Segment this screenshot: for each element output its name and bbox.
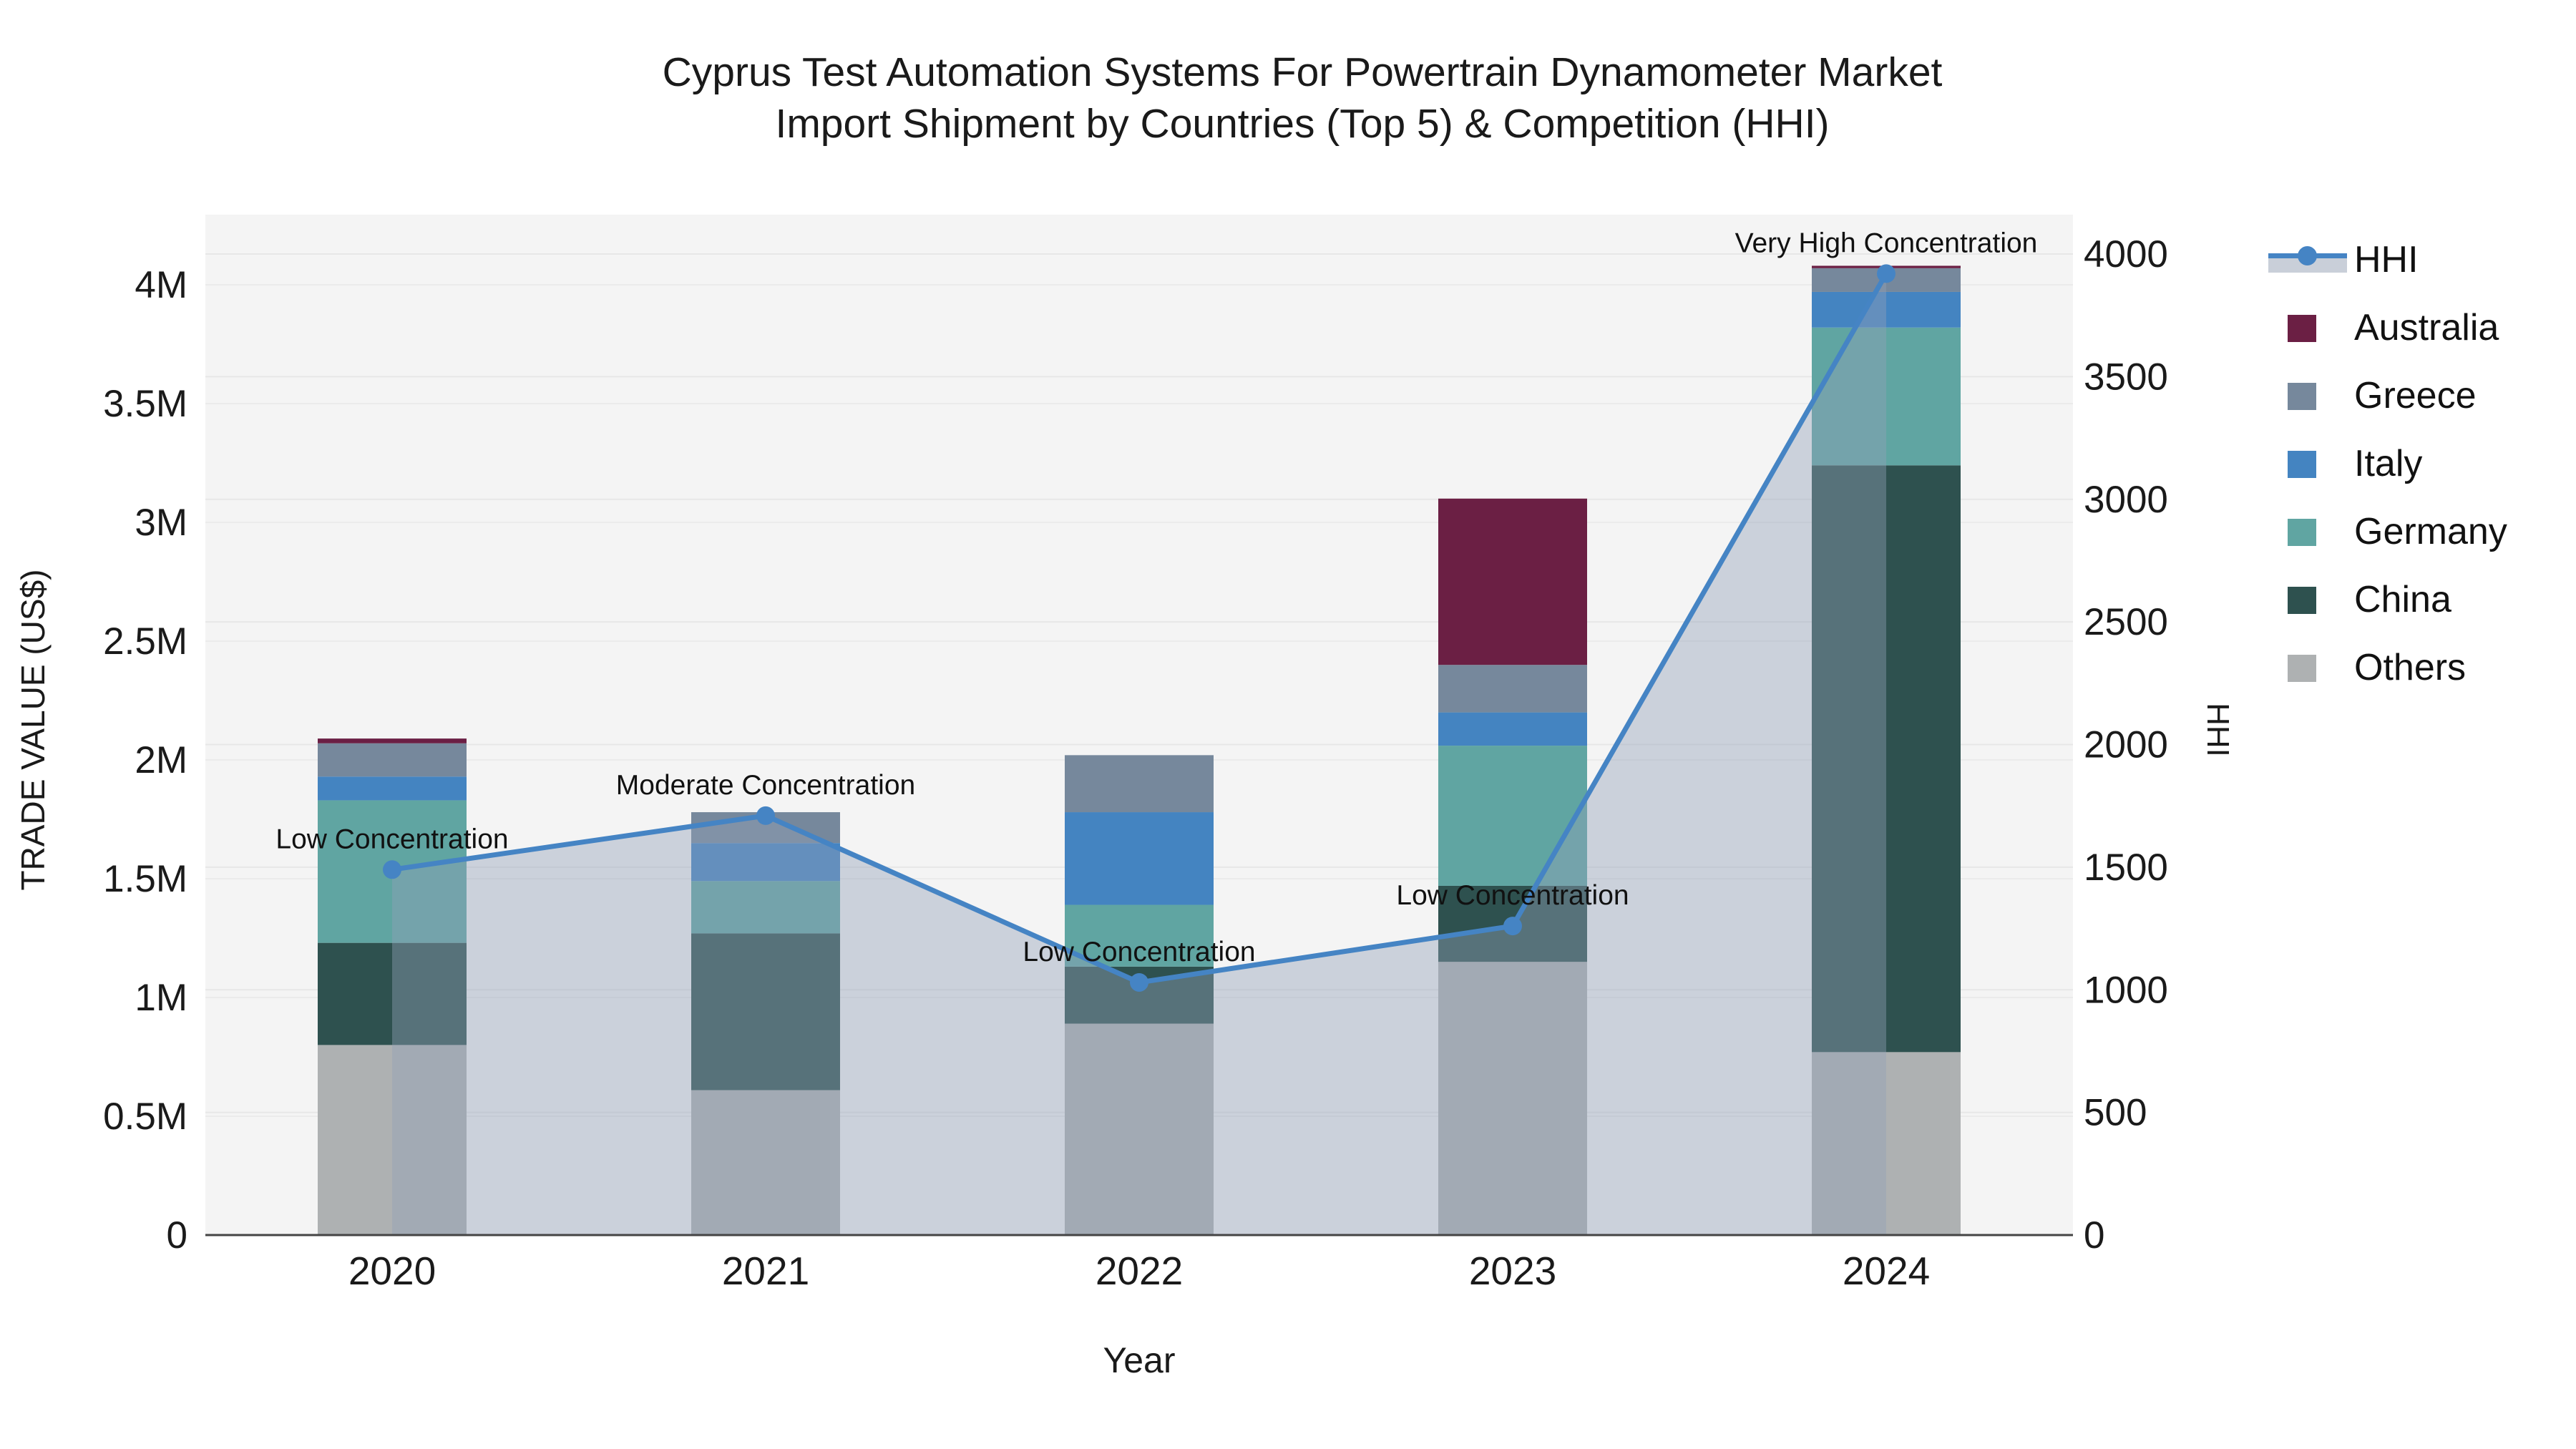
bar-2022-italy[interactable] <box>1065 812 1214 905</box>
bar-2021-others[interactable] <box>691 1090 840 1235</box>
hhi-line-icon <box>2254 243 2347 277</box>
legend-item-greece[interactable]: Greece <box>2254 361 2576 429</box>
y-right-tick-4000: 4000 <box>2084 233 2168 275</box>
bar-2024-germany[interactable] <box>1812 327 1961 466</box>
australia-color-swatch <box>2288 314 2316 342</box>
y-left-tick-3M: 3M <box>135 502 187 544</box>
annotation-2021: Moderate Concentration <box>616 770 915 801</box>
others-color-swatch <box>2288 654 2316 682</box>
y-left-tick-4M: 4M <box>135 264 187 306</box>
y-left-tick-2.5M: 2.5M <box>103 620 187 663</box>
bar-2023-australia[interactable] <box>1438 498 1587 665</box>
y-right-tick-1000: 1000 <box>2084 969 2168 1011</box>
legend-item-italy[interactable]: Italy <box>2254 429 2576 497</box>
bar-2024-others[interactable] <box>1812 1052 1961 1235</box>
y-left-tick-2M: 2M <box>135 739 187 781</box>
greece-color-swatch <box>2288 382 2316 410</box>
y-axis-title: TRADE VALUE (US$) <box>14 569 52 890</box>
bar-2020-australia[interactable] <box>318 738 467 743</box>
legend-label-china: China <box>2354 578 2451 620</box>
bar-2020-others[interactable] <box>318 1045 467 1235</box>
y-right-tick-2500: 2500 <box>2084 601 2168 643</box>
annotation-2020: Low Concentration <box>275 824 508 854</box>
y-left-tick-3.5M: 3.5M <box>103 383 187 425</box>
legend-label-germany: Germany <box>2354 510 2507 552</box>
bar-2021-china[interactable] <box>691 933 840 1091</box>
bar-2023-germany[interactable] <box>1438 746 1587 886</box>
bar-2020-greece[interactable] <box>318 743 467 777</box>
bar-2021-italy[interactable] <box>691 843 840 882</box>
hhi-marker-2021[interactable] <box>756 806 775 825</box>
legend-label-italy: Italy <box>2354 442 2423 484</box>
hhi-marker-2024[interactable] <box>1877 264 1896 283</box>
hhi-area-swatch <box>2268 258 2347 273</box>
annotation-2023: Low Concentration <box>1396 880 1629 911</box>
annotation-2024: Very High Concentration <box>1735 228 2038 258</box>
bar-2023-italy[interactable] <box>1438 712 1587 746</box>
y-right-tick-1500: 1500 <box>2084 847 2168 889</box>
y-right-tick-2000: 2000 <box>2084 724 2168 766</box>
china-swatch-icon <box>2254 582 2347 617</box>
legend-label-hhi: HHI <box>2354 238 2419 280</box>
legend-label-australia: Australia <box>2354 306 2499 348</box>
bar-2024-italy[interactable] <box>1812 291 1961 328</box>
italy-color-swatch <box>2288 450 2316 478</box>
hhi-axis-title: HHI <box>2200 703 2235 757</box>
x-tick-2024: 2024 <box>1843 1249 1930 1293</box>
china-color-swatch <box>2288 586 2316 614</box>
hhi-marker-2020[interactable] <box>383 860 401 879</box>
bar-2023-others[interactable] <box>1438 962 1587 1235</box>
hhi-marker-2022[interactable] <box>1130 972 1148 992</box>
y-right-tick-500: 500 <box>2084 1092 2147 1134</box>
germany-swatch-icon <box>2254 514 2347 549</box>
legend-item-germany[interactable]: Germany <box>2254 497 2576 565</box>
chart-title-line2: Import Shipment by Countries (Top 5) & C… <box>775 101 1830 147</box>
bar-2020-china[interactable] <box>318 942 467 1045</box>
y-left-tick-1.5M: 1.5M <box>103 858 187 900</box>
bar-2020-italy[interactable] <box>318 776 467 801</box>
y-right-tick-3000: 3000 <box>2084 479 2168 521</box>
y-left-tick-0.5M: 0.5M <box>103 1096 187 1138</box>
y-left-tick-0: 0 <box>167 1214 187 1257</box>
bar-2022-germany[interactable] <box>1065 904 1214 967</box>
legend-item-china[interactable]: China <box>2254 565 2576 633</box>
bar-2023-greece[interactable] <box>1438 665 1587 713</box>
chart-title-line1: Cyprus Test Automation Systems For Power… <box>662 49 1943 95</box>
legend-item-others[interactable]: Others <box>2254 633 2576 701</box>
hhi-area <box>392 273 1886 1235</box>
bar-2022-greece[interactable] <box>1065 755 1214 813</box>
bar-2022-others[interactable] <box>1065 1023 1214 1235</box>
x-tick-2021: 2021 <box>722 1249 809 1293</box>
legend-item-hhi[interactable]: HHI <box>2254 225 2576 293</box>
y-left-tick-1M: 1M <box>135 977 187 1019</box>
germany-color-swatch <box>2288 518 2316 546</box>
australia-swatch-icon <box>2254 311 2347 345</box>
hhi-marker-2023[interactable] <box>1503 917 1522 936</box>
x-tick-2023: 2023 <box>1469 1249 1556 1293</box>
bar-2024-china[interactable] <box>1812 465 1961 1053</box>
legend-item-australia[interactable]: Australia <box>2254 293 2576 361</box>
x-tick-2020: 2020 <box>348 1249 436 1293</box>
legend-label-greece: Greece <box>2354 374 2477 416</box>
italy-swatch-icon <box>2254 447 2347 481</box>
legend: HHI Australia Greece Italy Germany China Other… <box>2254 225 2576 701</box>
x-tick-2022: 2022 <box>1096 1249 1183 1293</box>
y-right-tick-3500: 3500 <box>2084 356 2168 398</box>
hhi-marker-swatch <box>2298 245 2317 265</box>
legend-label-others: Others <box>2354 646 2467 688</box>
annotation-2022: Low Concentration <box>1023 937 1255 967</box>
bar-2021-germany[interactable] <box>691 881 840 934</box>
greece-swatch-icon <box>2254 379 2347 413</box>
y-right-tick-0: 0 <box>2084 1214 2104 1257</box>
others-swatch-icon <box>2254 650 2347 685</box>
x-axis-title: Year <box>1103 1340 1175 1380</box>
